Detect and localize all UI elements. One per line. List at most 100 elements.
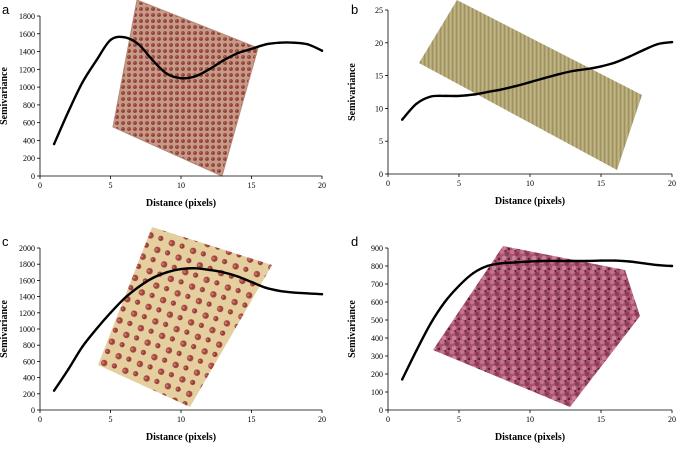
y-tick-label: 600 [371, 298, 383, 307]
x-tick-label: 15 [248, 181, 256, 190]
x-tick-label: 10 [177, 415, 185, 424]
y-tick-label: 900 [371, 244, 383, 253]
data-point [52, 142, 56, 146]
y-tick-label: 1800 [19, 12, 35, 21]
data-point [193, 267, 197, 270]
data-point [500, 88, 503, 91]
y-tick-label: 100 [371, 388, 383, 397]
data-point [557, 73, 560, 76]
y-axis-title: Semivariance [347, 63, 358, 121]
data-point [292, 41, 295, 44]
data-point [165, 72, 169, 76]
data-point [151, 59, 154, 62]
data-point [528, 260, 532, 263]
data-point [208, 68, 211, 71]
data-point [109, 38, 112, 42]
y-tick-label: 400 [23, 136, 35, 145]
y-tick-label: 1000 [19, 325, 35, 334]
data-point [81, 81, 84, 84]
data-point [137, 43, 140, 46]
data-point [472, 272, 475, 275]
panel-letter-d: d [351, 234, 358, 249]
data-point [165, 271, 169, 274]
data-point [514, 261, 517, 264]
data-point [642, 48, 645, 52]
chart-panel-a: a 0 200 400 600 800 1000 1200 1400 1600 1800 0 5 10 15… [0, 2, 326, 209]
data-point [320, 293, 324, 296]
data-point [67, 110, 70, 114]
x-tick-label: 20 [668, 179, 676, 188]
data-point [109, 311, 112, 314]
data-point [401, 118, 404, 121]
panel-letter-a: a [2, 2, 10, 17]
data-point [95, 59, 98, 62]
data-point [656, 42, 659, 46]
x-tick-label: 0 [38, 415, 42, 424]
aerial-image-c [98, 227, 272, 407]
data-point [306, 43, 310, 46]
data-point [628, 260, 631, 263]
data-point [179, 77, 183, 80]
data-point [429, 95, 432, 98]
data-point [81, 345, 84, 348]
data-point [320, 49, 324, 52]
data-point [599, 259, 603, 262]
data-point [543, 259, 546, 263]
x-axis-title: Distance (pixels) [146, 198, 216, 209]
panel-letter-b: b [351, 2, 358, 17]
data-point [250, 47, 253, 51]
data-point [670, 40, 674, 44]
data-point [486, 90, 489, 94]
data-point [236, 275, 239, 278]
x-tick-label: 15 [248, 415, 256, 424]
y-tick-label: 1400 [19, 48, 35, 57]
data-point [656, 263, 659, 267]
data-point [670, 264, 674, 268]
data-point [443, 94, 446, 98]
data-point [614, 61, 617, 64]
data-point [401, 378, 404, 381]
y-tick-label: 15 [375, 72, 383, 81]
data-point [151, 276, 154, 280]
y-tick-label: 1400 [19, 293, 35, 302]
data-point [250, 280, 253, 284]
data-point [557, 259, 560, 263]
aerial-image-d [433, 246, 640, 407]
y-tick-label: 200 [23, 390, 35, 399]
panel-letter-c: c [2, 234, 9, 249]
x-tick-label: 10 [177, 181, 185, 190]
y-tick-label: 1800 [19, 260, 35, 269]
x-tick-label: 15 [597, 415, 605, 424]
data-point [292, 291, 295, 294]
y-tick-label: 1600 [19, 30, 35, 39]
data-point [514, 84, 517, 88]
data-point [193, 75, 197, 78]
y-tick-label: 200 [23, 154, 35, 163]
y-tick-label: 1200 [19, 309, 35, 318]
data-point [179, 267, 183, 271]
chart-panel-c: c 0 200 400 600 800 1000 1200 1400 1600 1800 2000 0 5… [0, 234, 326, 443]
data-point [571, 69, 574, 73]
data-point [486, 264, 489, 268]
y-tick-label: 20 [375, 39, 383, 48]
y-tick-label: 1200 [19, 65, 35, 74]
y-tick-label: 200 [371, 370, 383, 379]
data-point [443, 300, 446, 304]
aerial-image-b [419, 0, 642, 170]
chart-panel-b: b 0 5 10 15 20 25 0 5 10 15 20 Distance (pixels) Semi… [347, 2, 676, 207]
data-point [642, 262, 645, 265]
y-tick-label: 25 [375, 6, 383, 15]
y-tick-label: 800 [23, 101, 35, 110]
data-point [306, 292, 310, 295]
y-tick-label: 1600 [19, 276, 35, 285]
y-tick-label: 600 [23, 119, 35, 128]
x-tick-label: 5 [457, 179, 461, 188]
data-point [208, 268, 211, 272]
data-point [123, 36, 126, 39]
data-point [628, 55, 631, 58]
y-tick-label: 1000 [19, 83, 35, 92]
data-point [415, 349, 418, 352]
y-tick-label: 500 [371, 316, 383, 325]
